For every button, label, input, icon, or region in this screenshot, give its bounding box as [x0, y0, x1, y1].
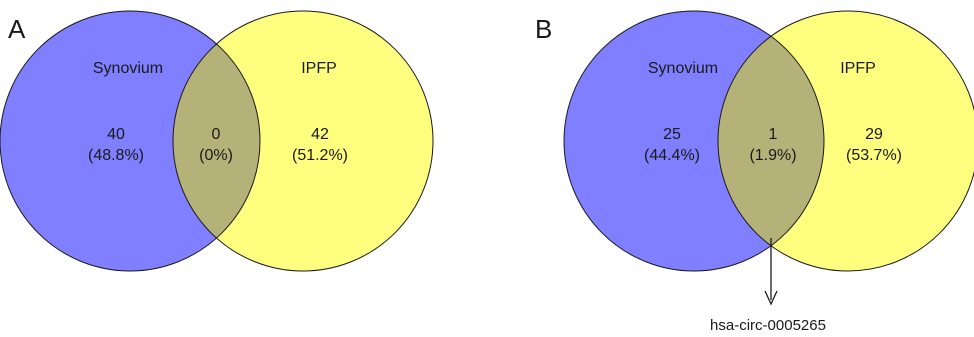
panel-a-left-count: 40	[107, 126, 125, 143]
panel-b-right-count: 29	[865, 126, 883, 143]
panel-b-right-pct: (53.7%)	[846, 147, 902, 164]
panel-b-left-label: Synovium	[648, 60, 718, 77]
panel-b-right-label: IPFP	[840, 60, 876, 77]
panel-a-right-pct: (51.2%)	[292, 147, 348, 164]
panel-a-overlap-pct: (0%)	[199, 147, 233, 164]
panel-b-overlap-pct: (1.9%)	[749, 147, 796, 164]
panel-b-overlap-count: 1	[769, 126, 778, 143]
panel-b-right-outline	[717, 10, 974, 272]
panel-a-right-label: IPFP	[301, 60, 337, 77]
venn-panel-b: B Synovium IPFP 25 (44.4%) 1 (1.9%) 29 (…	[535, 10, 974, 334]
panel-b-letter: B	[535, 14, 552, 44]
panel-b-annotation-label: hsa-circ-0005265	[710, 317, 826, 334]
panel-b-left-outline	[563, 10, 825, 272]
panel-a-left-label: Synovium	[93, 60, 163, 77]
panel-a-left-outline	[0, 10, 261, 272]
panel-b-left-pct: (44.4%)	[644, 147, 700, 164]
panel-a-right-outline	[172, 10, 434, 272]
panel-a-overlap	[173, 11, 260, 271]
panel-a-overlap-count: 0	[212, 126, 221, 143]
panel-b-overlap	[718, 11, 824, 271]
venn-panel-a: A Synovium IPFP 40 (48.8%) 0 (0%) 42 (51…	[0, 10, 434, 272]
panel-a-letter: A	[8, 14, 26, 44]
panel-b-annotation-arrowhead-icon	[764, 290, 778, 306]
panel-b-left-count: 25	[663, 126, 681, 143]
panel-a-right-count: 42	[311, 126, 329, 143]
panel-a-left-pct: (48.8%)	[88, 147, 144, 164]
